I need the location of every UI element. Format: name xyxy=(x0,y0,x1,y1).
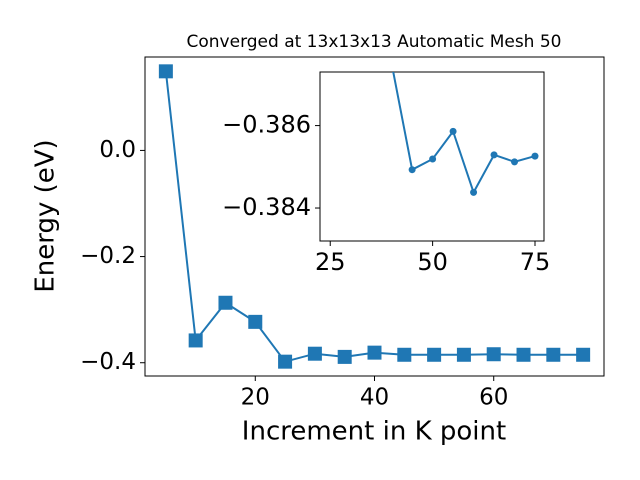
x-tick-label: 25 xyxy=(315,248,346,276)
marker xyxy=(158,64,173,79)
x-tick-label: 40 xyxy=(360,385,389,411)
marker xyxy=(427,347,442,362)
y-axis-label: Energy (eV) xyxy=(31,139,61,292)
marker xyxy=(546,347,561,362)
marker xyxy=(486,347,501,362)
y-tick-label: 0.0 xyxy=(99,137,136,163)
y-tick-label: −0.384 xyxy=(222,193,311,221)
x-tick-label: 60 xyxy=(479,385,508,411)
marker xyxy=(449,127,457,135)
marker xyxy=(367,345,382,360)
plot-clip xyxy=(158,64,591,369)
marker xyxy=(531,152,539,160)
plot-clip xyxy=(392,72,539,196)
marker xyxy=(576,347,591,362)
marker xyxy=(248,314,263,329)
y-tick-label: −0.386 xyxy=(222,111,311,139)
series-line xyxy=(392,72,536,195)
marker xyxy=(470,188,478,196)
marker xyxy=(188,333,203,348)
marker xyxy=(516,347,531,362)
marker xyxy=(456,347,471,362)
chart-title: Converged at 13x13x13 Automatic Mesh 50 xyxy=(187,32,562,52)
marker xyxy=(278,354,293,369)
marker xyxy=(429,155,437,163)
marker xyxy=(307,346,322,361)
y-tick-label: −0.4 xyxy=(80,349,136,375)
x-axis-label: Increment in K point xyxy=(242,417,506,447)
x-tick-label: 50 xyxy=(417,248,448,276)
y-tick-label: −0.2 xyxy=(80,243,136,269)
x-tick-label: 20 xyxy=(241,385,270,411)
marker xyxy=(218,295,233,310)
marker xyxy=(408,166,416,174)
marker xyxy=(511,158,519,166)
marker xyxy=(490,151,498,159)
x-tick-label: 75 xyxy=(520,248,551,276)
marker xyxy=(337,349,352,364)
marker xyxy=(397,347,412,362)
